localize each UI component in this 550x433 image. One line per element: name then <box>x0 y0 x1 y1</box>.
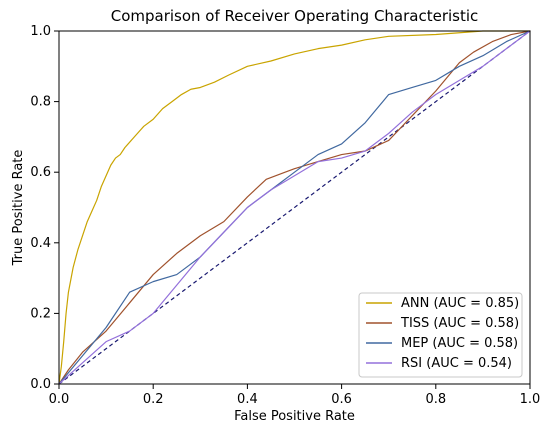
plot-frame <box>58 30 531 385</box>
y-tick-label: 0.4 <box>30 236 51 251</box>
x-tick-label: 0.4 <box>237 392 258 407</box>
y-tick-label: 0.0 <box>30 377 51 392</box>
x-tick-label: 0.6 <box>331 392 352 407</box>
y-tick-label: 0.2 <box>30 306 51 321</box>
series-line-rsi <box>58 30 531 385</box>
y-axis-label: True Positive Rate <box>11 150 26 267</box>
x-tick-label: 0.8 <box>425 392 446 407</box>
y-axis-ticks: 0.0 0.2 0.4 0.6 0.8 1.0 <box>30 24 59 392</box>
x-tick-label: 1.0 <box>520 392 541 407</box>
series-line-mep <box>58 30 531 385</box>
x-tick-label: 0.2 <box>143 392 164 407</box>
legend-box <box>358 292 523 378</box>
series-line-tiss <box>58 30 531 385</box>
series-layer <box>58 30 531 385</box>
x-axis-label: False Positive Rate <box>234 409 355 424</box>
legend: ANN (AUC = 0.85) TISS (AUC = 0.58) MEP (AU… <box>358 292 523 378</box>
legend-label: RSI (AUC = 0.54) <box>401 356 512 371</box>
legend-label: MEP (AUC = 0.58) <box>401 336 518 351</box>
chart-title: Comparison of Receiver Operating Charact… <box>111 7 479 25</box>
y-tick-label: 0.6 <box>30 165 51 180</box>
series-line-ann <box>58 30 531 385</box>
x-tick-label: 0.0 <box>49 392 70 407</box>
x-axis-ticks: 0.0 0.2 0.4 0.6 0.8 1.0 <box>49 384 541 407</box>
y-tick-label: 0.8 <box>30 95 51 110</box>
legend-label: ANN (AUC = 0.85) <box>401 296 519 311</box>
legend-label: TISS (AUC = 0.58) <box>400 316 519 331</box>
y-tick-label: 1.0 <box>30 24 51 39</box>
